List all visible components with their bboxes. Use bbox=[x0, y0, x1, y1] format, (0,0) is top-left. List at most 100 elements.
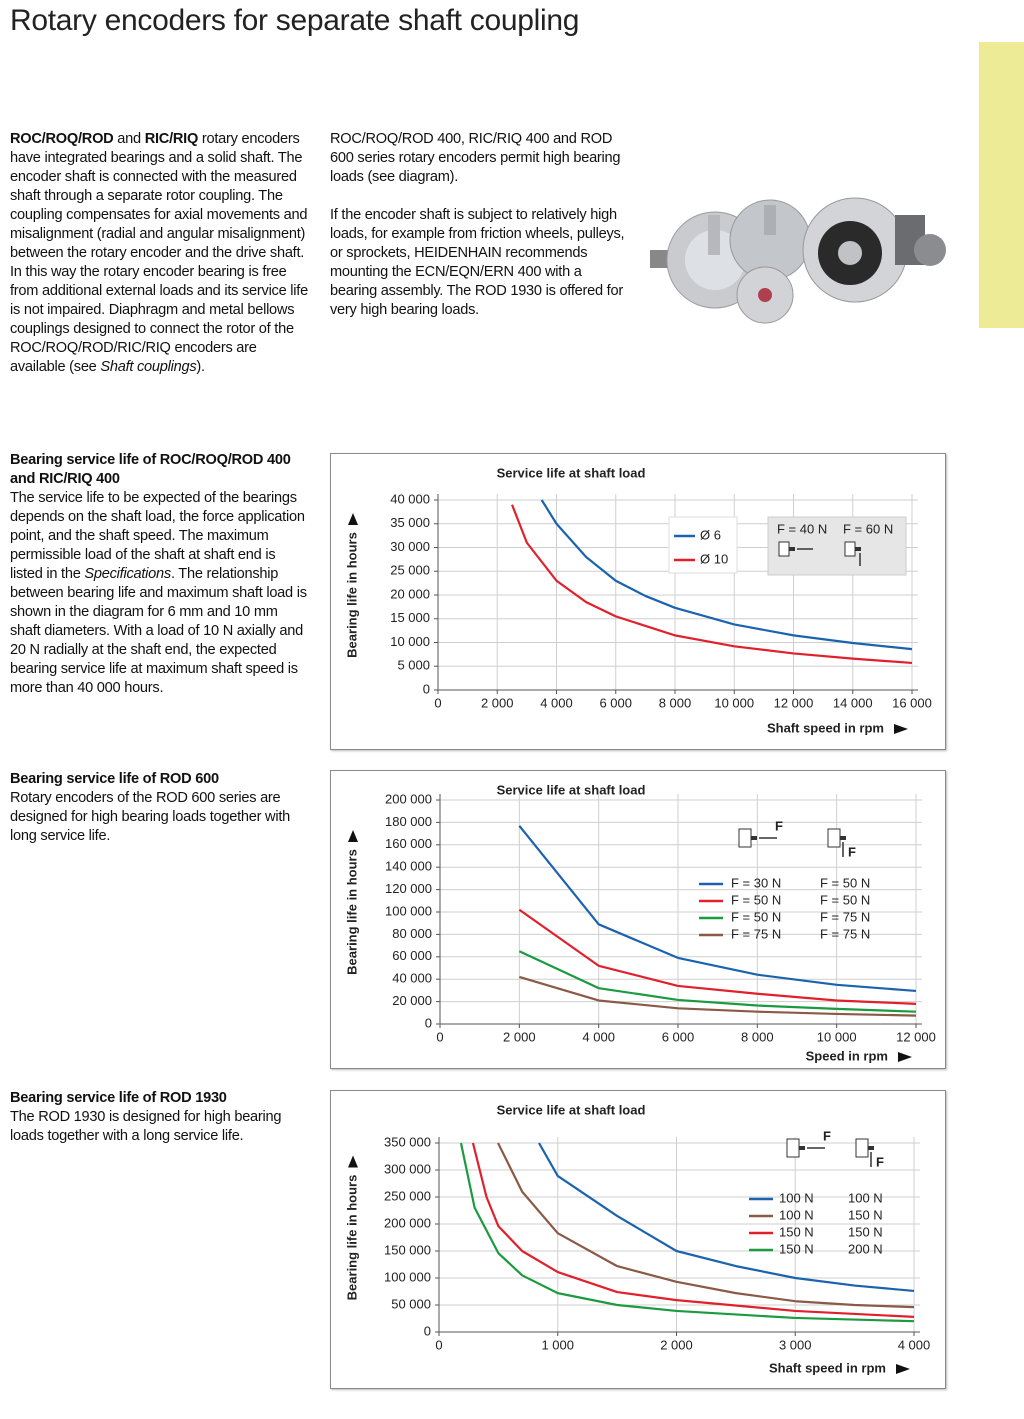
y-tick-label: 160 000 bbox=[385, 836, 432, 851]
paragraph: ROC/ROQ/ROD 400, RIC/RIQ 400 and ROD 600… bbox=[330, 130, 630, 187]
series-line bbox=[518, 825, 917, 993]
series-line bbox=[518, 950, 917, 1013]
axis-arrow bbox=[894, 724, 908, 734]
section-heading: Bearing service life of ROD 1930 bbox=[10, 1090, 227, 1106]
chart-box: Service life at shaft load Bearing life i… bbox=[330, 1090, 946, 1389]
icon bbox=[786, 1138, 800, 1158]
y-tick-label: 25 000 bbox=[390, 563, 430, 578]
icon bbox=[855, 547, 861, 551]
chart-title: Service life at shaft load bbox=[497, 465, 646, 480]
series-line bbox=[459, 1142, 915, 1323]
series-line bbox=[540, 499, 913, 651]
icon bbox=[868, 1146, 874, 1150]
y-tick-label: 40 000 bbox=[392, 971, 432, 986]
x-tick-label: 16 000 bbox=[892, 695, 932, 710]
axis-arrow bbox=[896, 1364, 910, 1374]
product-photo bbox=[650, 197, 946, 324]
y-axis-label: Bearing life in hours bbox=[344, 849, 359, 975]
chart-box: Service life at shaft load Bearing life i… bbox=[330, 453, 946, 750]
y-tick-label: 10 000 bbox=[390, 634, 430, 649]
y-tick-label: 5 000 bbox=[397, 658, 430, 673]
series-line bbox=[471, 1142, 915, 1318]
y-tick-label: 180 000 bbox=[385, 814, 432, 829]
load-box bbox=[767, 516, 907, 576]
series-line bbox=[511, 504, 913, 665]
legend-label: 200 N bbox=[848, 1241, 883, 1256]
y-tick-label: 140 000 bbox=[385, 859, 432, 874]
icon bbox=[844, 541, 856, 557]
legend-label: F = 50 N bbox=[820, 875, 870, 890]
force-label: F bbox=[876, 1154, 884, 1169]
axis-arrow bbox=[348, 1155, 358, 1168]
chart: Service life at shaft load Bearing life i… bbox=[344, 465, 932, 735]
load-case: F = 60 N bbox=[843, 521, 893, 536]
section-body: Rotary encoders of the ROD 600 series ar… bbox=[10, 789, 310, 846]
chart: Service life at shaft load Bearing life i… bbox=[344, 782, 935, 1063]
axis-arrow bbox=[348, 513, 358, 525]
chart-title: Service life at shaft load bbox=[497, 1102, 646, 1117]
shaft bbox=[764, 205, 776, 235]
x-tick-label: 2 000 bbox=[660, 1337, 693, 1352]
icon bbox=[751, 836, 757, 840]
x-tick-label: 1 000 bbox=[541, 1337, 574, 1352]
x-tick-label: 10 000 bbox=[817, 1029, 857, 1044]
text-run: . The relationship between bearing life … bbox=[10, 566, 307, 696]
legend-label: 150 N bbox=[848, 1224, 883, 1239]
chart-title: Service life at shaft load bbox=[497, 782, 646, 797]
series-line bbox=[518, 908, 917, 1005]
side-tab bbox=[979, 42, 1024, 328]
icon bbox=[738, 828, 752, 848]
text-run: and bbox=[113, 131, 145, 147]
legend-label: 100 N bbox=[779, 1190, 814, 1205]
text-run: The service life to be expected of the b… bbox=[10, 490, 305, 582]
paragraph: ROC/ROQ/ROD and RIC/RIQ rotary encoders … bbox=[10, 130, 310, 377]
shaft bbox=[708, 215, 720, 255]
legend-label: Ø 6 bbox=[700, 527, 721, 542]
x-tick-label: 8 000 bbox=[659, 695, 692, 710]
text-run: Rotary encoders of the ROD 600 series ar… bbox=[10, 790, 291, 844]
connector bbox=[650, 250, 672, 268]
y-tick-label: 250 000 bbox=[384, 1188, 431, 1203]
y-tick-label: 80 000 bbox=[392, 926, 432, 941]
y-tick-label: 50 000 bbox=[391, 1296, 431, 1311]
y-tick-label: 100 000 bbox=[385, 903, 432, 918]
icon bbox=[789, 547, 795, 551]
x-tick-label: 3 000 bbox=[779, 1337, 812, 1352]
x-tick-label: 2 000 bbox=[481, 695, 514, 710]
text-run: RIC/RIQ bbox=[144, 131, 199, 147]
y-tick-label: 20 000 bbox=[392, 993, 432, 1008]
legend-label: F = 75 N bbox=[820, 926, 870, 941]
series-line bbox=[497, 1142, 915, 1309]
axis-arrow bbox=[898, 1052, 912, 1062]
icon bbox=[827, 828, 841, 848]
legend-label: 150 N bbox=[779, 1241, 814, 1256]
text-run: ROC/ROQ/ROD 400, RIC/RIQ 400 and ROD 600… bbox=[330, 131, 621, 185]
y-tick-label: 60 000 bbox=[392, 948, 432, 963]
legend-label: F = 30 N bbox=[731, 875, 781, 890]
legend-label: 100 N bbox=[779, 1207, 814, 1222]
text-run: ). bbox=[196, 359, 205, 375]
connector bbox=[914, 234, 946, 266]
section: Bearing service life of ROC/ROQ/ROD 400 … bbox=[10, 451, 310, 698]
y-tick-label: 30 000 bbox=[390, 539, 430, 554]
text-run: The ROD 1930 is designed for high bearin… bbox=[10, 1109, 282, 1144]
legend-box bbox=[668, 516, 738, 574]
legend-label: 100 N bbox=[848, 1190, 883, 1205]
legend-label: F = 75 N bbox=[731, 926, 781, 941]
x-axis-label: Speed in rpm bbox=[806, 1048, 888, 1063]
force-label: F bbox=[848, 844, 856, 859]
x-tick-label: 4 000 bbox=[540, 695, 573, 710]
y-tick-label: 120 000 bbox=[385, 881, 432, 896]
section: Bearing service life of ROD 1930 The ROD … bbox=[10, 1089, 310, 1146]
legend-label: Ø 10 bbox=[700, 551, 728, 566]
icon bbox=[799, 1146, 805, 1150]
y-tick-label: 40 000 bbox=[390, 491, 430, 506]
section-body: The ROD 1930 is designed for high bearin… bbox=[10, 1108, 310, 1146]
section-heading: Bearing service life of ROC/ROQ/ROD 400 … bbox=[10, 452, 291, 487]
load-case: F = 40 N bbox=[777, 521, 827, 536]
page-title: Rotary encoders for separate shaft coupl… bbox=[10, 4, 580, 37]
x-tick-label: 0 bbox=[436, 1029, 443, 1044]
y-tick-label: 0 bbox=[423, 681, 430, 696]
hub bbox=[758, 288, 772, 302]
force-label: F bbox=[823, 1128, 831, 1143]
